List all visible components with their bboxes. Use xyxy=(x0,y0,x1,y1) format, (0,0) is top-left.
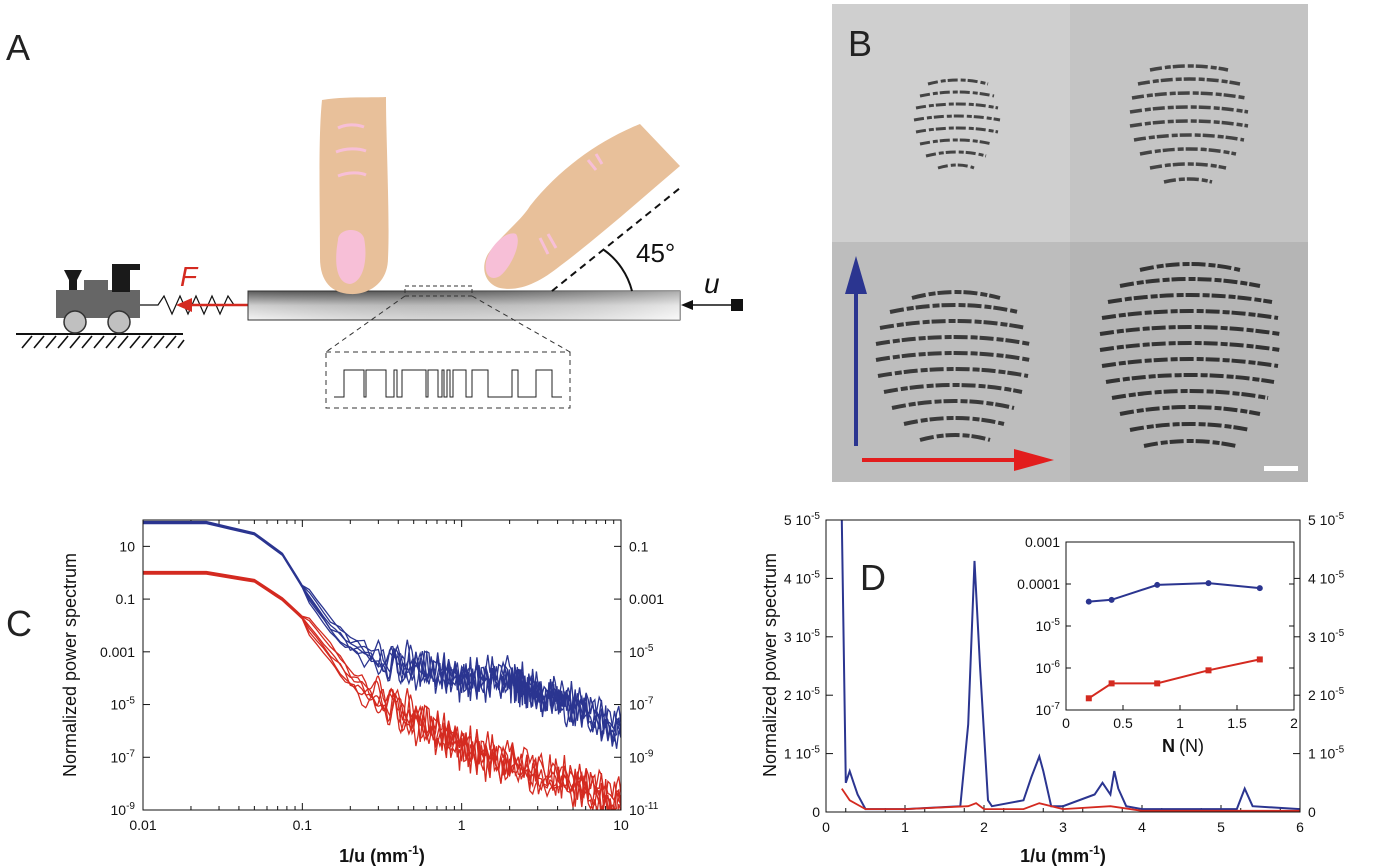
panel-c: C Normalized power spectrum 1/u (mm-1) 0… xyxy=(6,520,664,866)
x-tick-label: 2 xyxy=(980,819,988,835)
inset-x-tick-label: 0 xyxy=(1062,715,1070,731)
y-right-tick-label: 10-7 xyxy=(629,696,654,713)
inset-y-tick-label: 10-6 xyxy=(1036,659,1061,676)
red-spectrum-line xyxy=(842,789,1300,811)
panel-d-ylabel: Normalized power spectrum xyxy=(760,553,780,777)
inset-blue-point xyxy=(1154,582,1160,588)
x-tick-label: 4 xyxy=(1138,819,1146,835)
inset-y-tick-label: 0.0001 xyxy=(1017,576,1060,592)
sliding-rod xyxy=(248,291,680,320)
inset-blue-point xyxy=(1086,599,1092,605)
panel-c-curves xyxy=(143,522,621,823)
inset-red-point xyxy=(1086,695,1092,701)
inset-red-point xyxy=(1154,680,1160,686)
panel-c-label: C xyxy=(6,603,32,644)
y-right-tick-label: 1 10-5 xyxy=(1308,745,1345,762)
y-right-tick-label: 0 xyxy=(1308,804,1316,820)
x-tick-label: 0.01 xyxy=(129,817,156,833)
blue-spectrum-line xyxy=(143,523,621,746)
inset-blue-point xyxy=(1257,585,1263,591)
inset-blue-point xyxy=(1206,580,1212,586)
y-left-tick-label: 1 10-5 xyxy=(784,745,821,762)
y-right-tick-label: 4 10-5 xyxy=(1308,569,1345,586)
displacement-arrow xyxy=(681,299,743,311)
panel-d-inset: 0 0.5 1 1.5 2 0.001 0.0001 10-5 10-6 10-7 xyxy=(1017,534,1298,731)
panel-d-label: D xyxy=(860,557,886,598)
inset-y-tick-label: 10-7 xyxy=(1036,701,1061,718)
panel-b: B xyxy=(832,4,1308,482)
force-label: F xyxy=(180,261,199,292)
y-left-tick-label: 0 xyxy=(812,804,820,820)
y-left-tick-label: 5 10-5 xyxy=(784,511,821,528)
y-right-tick-label: 10-9 xyxy=(629,748,654,765)
locomotive-icon xyxy=(56,264,140,333)
panel-d-xlabel: 1/u (mm-1) xyxy=(1020,843,1106,866)
x-tick-label: 10 xyxy=(613,817,629,833)
y-right-tick-label: 10-5 xyxy=(629,643,654,660)
x-tick-label: 5 xyxy=(1217,819,1225,835)
inset-blue-point xyxy=(1109,597,1115,603)
y-left-tick-label: 0.1 xyxy=(116,591,136,607)
panel-b-label: B xyxy=(848,23,872,64)
inset-xlabel: N (N) xyxy=(1162,736,1204,756)
inset-red-point xyxy=(1257,656,1263,662)
y-left-tick-label: 10-5 xyxy=(111,696,136,713)
inset-x-tick-label: 1.5 xyxy=(1227,715,1247,731)
blue-spectrum-line xyxy=(143,524,621,749)
ground-hatch xyxy=(16,334,184,348)
x-tick-label: 3 xyxy=(1059,819,1067,835)
angle-label: 45° xyxy=(636,238,675,268)
inset-y-tick-label: 10-5 xyxy=(1036,617,1061,634)
y-right-tick-label: 5 10-5 xyxy=(1308,511,1345,528)
y-left-tick-label: 0.001 xyxy=(100,644,135,660)
y-right-tick-label: 3 10-5 xyxy=(1308,628,1345,645)
inset-red-point xyxy=(1109,680,1115,686)
panel-a: A F u xyxy=(6,27,743,408)
inset-x-tick-label: 1 xyxy=(1176,715,1184,731)
y-right-tick-label: 2 10-5 xyxy=(1308,686,1345,703)
x-tick-label: 6 xyxy=(1296,819,1304,835)
panel-d: Normalized power spectrum 1/u (mm-1) 0 1 2… xyxy=(760,511,1345,866)
inset-x-tick-label: 2 xyxy=(1290,715,1298,731)
y-right-tick-label: 10-11 xyxy=(629,801,659,818)
x-tick-label: 0.1 xyxy=(293,817,313,833)
x-tick-label: 0 xyxy=(822,819,830,835)
y-left-tick-label: 10-9 xyxy=(111,801,136,818)
panel-c-ylabel: Normalized power spectrum xyxy=(60,553,80,777)
y-right-tick-label: 0.001 xyxy=(629,591,664,607)
panel-a-label: A xyxy=(6,27,30,68)
inset-red-point xyxy=(1206,667,1212,673)
y-left-tick-label: 3 10-5 xyxy=(784,628,821,645)
y-right-tick-label: 0.1 xyxy=(629,538,649,554)
y-left-tick-label: 10 xyxy=(119,538,135,554)
inset-y-tick-label: 0.001 xyxy=(1025,534,1060,550)
panel-c-xlabel: 1/u (mm-1) xyxy=(339,843,425,866)
x-tick-label: 1 xyxy=(458,817,466,833)
y-left-tick-label: 4 10-5 xyxy=(784,569,821,586)
angle-arc xyxy=(604,250,632,291)
displacement-label: u xyxy=(704,268,720,299)
x-tick-label: 1 xyxy=(901,819,909,835)
finger-vertical-icon xyxy=(320,97,389,294)
y-left-tick-label: 2 10-5 xyxy=(784,686,821,703)
inset-x-tick-label: 0.5 xyxy=(1113,715,1133,731)
y-left-tick-label: 10-7 xyxy=(111,748,136,765)
scale-bar xyxy=(1264,466,1298,471)
